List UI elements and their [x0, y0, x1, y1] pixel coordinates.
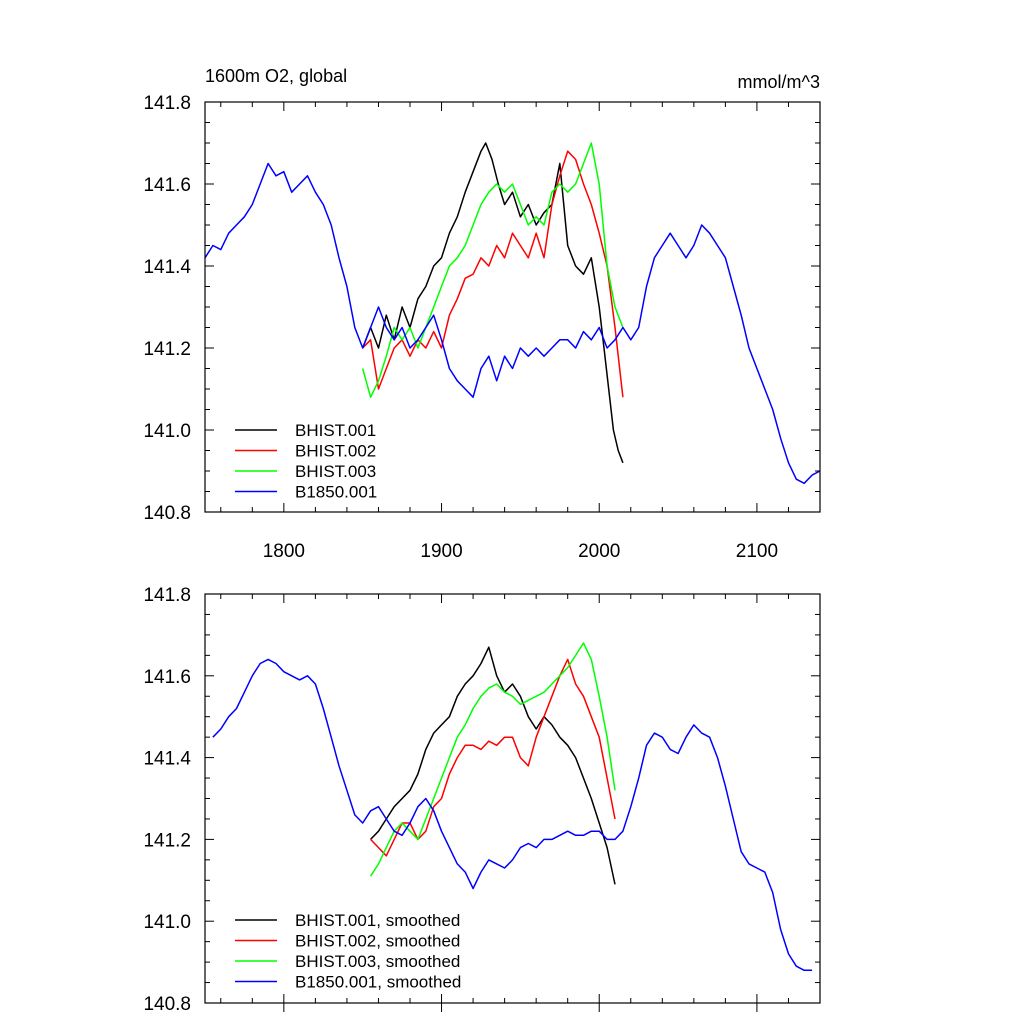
y-tick-label: 141.2: [143, 830, 191, 851]
y-tick-label: 140.8: [143, 503, 191, 524]
y-tick-label: 141.2: [143, 339, 191, 360]
series-line-4: [212, 658, 813, 972]
y-tick-label: 141.0: [143, 912, 191, 933]
chart-panel-2: 141.8 141.6 141.4 141.2 141.0 140.8 BHIST.001,…: [143, 585, 821, 1015]
legend-label: B1850.001: [295, 483, 377, 502]
chart-title: 1600m O2, global: [205, 66, 347, 86]
series-line-1: [362, 142, 624, 464]
y-tick-label: 141.8: [143, 93, 191, 114]
y-tick-label: 141.8: [143, 585, 191, 606]
legend-label: BHIST.002, smoothed: [295, 932, 460, 951]
y-tick-label: 141.6: [143, 667, 191, 688]
series-line-4: [204, 162, 821, 485]
x-tick-label: 1800: [263, 541, 305, 562]
legend-label: BHIST.003, smoothed: [295, 952, 460, 971]
legend-label: B1850.001, smoothed: [295, 973, 461, 992]
y-tick-label: 140.8: [143, 994, 191, 1015]
legend-label: BHIST.001, smoothed: [295, 911, 460, 930]
chart-panel-1: 141.8 141.6 141.4 141.2 141.0 140.8 1800 1900 20…: [143, 66, 821, 562]
legend-label: BHIST.002: [295, 442, 376, 461]
x-tick-label: 2000: [578, 541, 620, 562]
legend: BHIST.001, smoothed BHIST.002, smoothedBH…: [235, 911, 461, 992]
x-tick-label: 2100: [736, 541, 778, 562]
y-tick-label: 141.0: [143, 421, 191, 442]
chart-units: mmol/m^3: [738, 72, 820, 92]
y-tick-label: 141.6: [143, 175, 191, 196]
y-tick-label: 141.4: [143, 257, 191, 278]
x-tick-label: 1900: [420, 541, 462, 562]
legend-label: BHIST.003: [295, 462, 376, 481]
series-line-3: [361, 142, 624, 398]
series-line-2: [370, 658, 616, 857]
legend-label: BHIST.001: [295, 421, 376, 440]
series-line-1: [370, 646, 616, 885]
y-tick-label: 141.4: [143, 749, 191, 770]
series-line-3: [369, 642, 616, 877]
